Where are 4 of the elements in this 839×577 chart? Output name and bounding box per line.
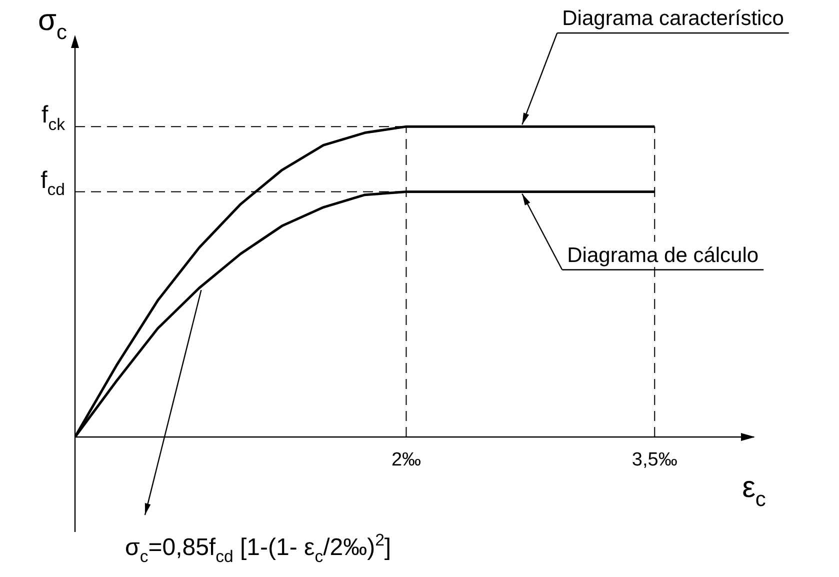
annotation: Diagrama de cálculo [567,244,759,267]
x-tick-label: 2‰ [391,450,422,471]
annotation: Diagrama característico [562,7,784,30]
x-tick-label: 3,5‰ [632,450,678,471]
